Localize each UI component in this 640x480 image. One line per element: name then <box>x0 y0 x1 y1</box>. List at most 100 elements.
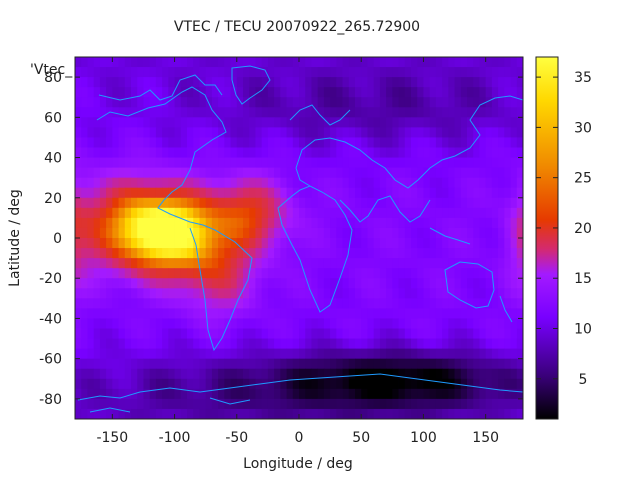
heatmap-cell <box>479 328 487 339</box>
heatmap-cell <box>299 187 306 199</box>
heatmap-cell <box>118 348 126 360</box>
heatmap-cell <box>274 378 281 390</box>
heatmap-cell <box>131 57 138 68</box>
heatmap-cell <box>205 127 213 138</box>
heatmap-cell <box>137 248 144 259</box>
heatmap-cell <box>392 107 399 118</box>
heatmap-cell <box>155 167 163 179</box>
heatmap-cell <box>330 57 337 68</box>
heatmap-cell <box>143 97 151 108</box>
heatmap-cell <box>491 77 499 88</box>
heatmap-cell <box>323 368 331 380</box>
heatmap-cell <box>485 238 493 249</box>
heatmap-cell <box>236 368 244 380</box>
heatmap-cell <box>118 328 126 339</box>
heatmap-cell <box>460 57 468 68</box>
heatmap-cell <box>149 97 157 108</box>
heatmap-cell <box>342 318 350 329</box>
heatmap-cell <box>317 57 325 68</box>
heatmap-cell <box>124 408 132 419</box>
heatmap-cell <box>510 57 518 68</box>
heatmap-cell <box>460 358 468 370</box>
heatmap-cell <box>330 137 337 148</box>
heatmap-cell <box>230 157 238 169</box>
heatmap-cell <box>180 318 188 329</box>
heatmap-cell <box>81 338 88 350</box>
heatmap-cell <box>99 338 107 350</box>
heatmap-cell <box>379 87 387 98</box>
heatmap-cell <box>398 328 406 339</box>
heatmap-cell <box>411 147 418 158</box>
heatmap-cell <box>336 147 343 158</box>
heatmap-cell <box>187 298 194 309</box>
heatmap-cell <box>404 348 412 360</box>
heatmap-cell <box>510 248 518 259</box>
heatmap-cell <box>75 117 82 128</box>
heatmap-cell <box>205 248 213 259</box>
heatmap-cell <box>485 167 493 179</box>
heatmap-cell <box>361 177 368 189</box>
heatmap-cell <box>317 398 325 410</box>
heatmap-cell <box>286 67 294 78</box>
heatmap-cell <box>93 167 101 179</box>
heatmap-cell <box>87 318 95 329</box>
heatmap-cell <box>336 388 343 400</box>
heatmap-cell <box>348 398 356 410</box>
heatmap-cell <box>81 278 88 289</box>
heatmap-cell <box>454 97 462 108</box>
heatmap-cell <box>317 167 325 179</box>
heatmap-cell <box>361 288 368 299</box>
heatmap-cell <box>473 338 480 350</box>
heatmap-cell <box>187 278 194 289</box>
heatmap-cell <box>180 408 188 419</box>
heatmap-cell <box>230 147 238 158</box>
heatmap-cell <box>311 67 319 78</box>
heatmap-cell <box>417 167 424 179</box>
heatmap-cell <box>280 238 287 249</box>
heatmap-cell <box>348 87 356 98</box>
heatmap-cell <box>261 368 269 380</box>
heatmap-cell <box>174 388 182 400</box>
heatmap-cell <box>137 57 144 68</box>
heatmap-cell <box>118 318 126 329</box>
heatmap-cell <box>180 288 188 299</box>
heatmap-cell <box>467 328 474 339</box>
heatmap-cell <box>467 97 474 108</box>
heatmap-cell <box>404 177 412 189</box>
heatmap-cell <box>435 328 443 339</box>
heatmap-cell <box>379 187 387 199</box>
heatmap-cell <box>199 298 207 309</box>
heatmap-cell <box>460 67 468 78</box>
heatmap-cell <box>323 177 331 189</box>
heatmap-cell <box>367 388 375 400</box>
heatmap-cell <box>75 177 82 189</box>
heatmap-cell <box>292 177 300 189</box>
heatmap-cell <box>516 318 523 329</box>
heatmap-cell <box>299 77 306 88</box>
heatmap-cell <box>292 207 300 219</box>
heatmap-cell <box>249 177 256 189</box>
heatmap-cell <box>355 328 362 339</box>
heatmap-cell <box>81 238 88 249</box>
heatmap-cell <box>367 147 375 158</box>
heatmap-cell <box>168 268 175 279</box>
heatmap-cell <box>460 127 468 138</box>
heatmap-cell <box>118 87 126 98</box>
heatmap-cell <box>379 398 387 410</box>
heatmap-cell <box>286 217 294 229</box>
heatmap-cell <box>442 127 449 138</box>
heatmap-cell <box>491 338 499 350</box>
heatmap-cell <box>211 258 219 269</box>
heatmap-cell <box>404 227 412 239</box>
heatmap-cell <box>174 97 182 108</box>
heatmap-cell <box>75 288 82 299</box>
y-tick-label: 40 <box>44 151 62 167</box>
heatmap-cell <box>367 227 375 239</box>
heatmap-cell <box>218 268 225 279</box>
heatmap-cell <box>174 217 182 229</box>
heatmap-cell <box>467 127 474 138</box>
heatmap-cell <box>373 87 381 98</box>
heatmap-cell <box>93 348 101 360</box>
heatmap-cell <box>274 127 281 138</box>
heatmap-cell <box>398 127 406 138</box>
